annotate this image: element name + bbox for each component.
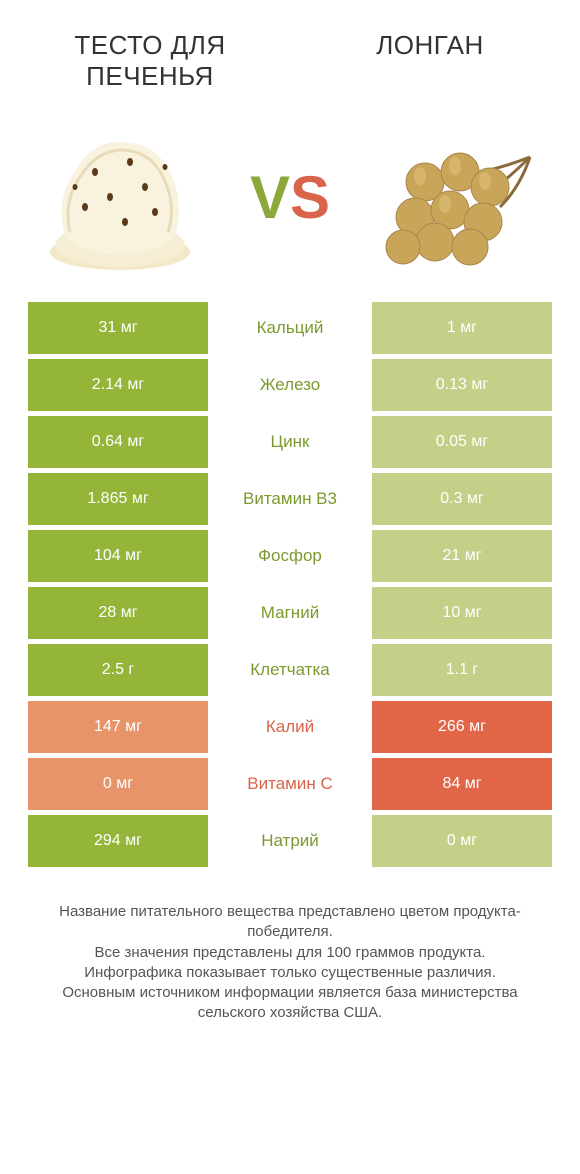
footer: Название питательного вещества представл…	[0, 872, 580, 1024]
title-right: ЛОНГАН	[330, 30, 530, 61]
table-row: 2.14 мгЖелезо0.13 мг	[28, 359, 552, 411]
icecream-icon	[35, 117, 205, 277]
cell-label: Цинк	[208, 416, 372, 468]
cell-label: Клетчатка	[208, 644, 372, 696]
cell-label: Кальций	[208, 302, 372, 354]
images-row: VS	[0, 102, 580, 302]
table-row: 0.64 мгЦинк0.05 мг	[28, 416, 552, 468]
cell-right: 0.13 мг	[372, 359, 552, 411]
image-left	[30, 112, 210, 282]
cell-left: 147 мг	[28, 701, 208, 753]
cell-right: 10 мг	[372, 587, 552, 639]
cell-right: 84 мг	[372, 758, 552, 810]
footer-line: Название питательного вещества представл…	[30, 902, 550, 943]
image-right	[370, 112, 550, 282]
table-row: 2.5 гКлетчатка1.1 г	[28, 644, 552, 696]
footer-line: Все значения представлены для 100 граммо…	[30, 943, 550, 963]
cell-label: Натрий	[208, 815, 372, 867]
cell-label: Фосфор	[208, 530, 372, 582]
cell-right: 0.3 мг	[372, 473, 552, 525]
cell-label: Магний	[208, 587, 372, 639]
table-row: 1.865 мгВитамин B30.3 мг	[28, 473, 552, 525]
table-row: 0 мгВитамин C84 мг	[28, 758, 552, 810]
table-row: 294 мгНатрий0 мг	[28, 815, 552, 867]
table-row: 28 мгМагний10 мг	[28, 587, 552, 639]
vs-s: S	[290, 164, 330, 231]
cell-left: 31 мг	[28, 302, 208, 354]
cell-left: 1.865 мг	[28, 473, 208, 525]
cell-left: 104 мг	[28, 530, 208, 582]
vs-v: V	[250, 164, 290, 231]
cell-right: 266 мг	[372, 701, 552, 753]
cell-left: 294 мг	[28, 815, 208, 867]
table-row: 31 мгКальций1 мг	[28, 302, 552, 354]
longan-icon	[375, 122, 545, 272]
comparison-table: 31 мгКальций1 мг2.14 мгЖелезо0.13 мг0.64…	[0, 302, 580, 867]
cell-label: Калий	[208, 701, 372, 753]
header: ТЕСТО ДЛЯ ПЕЧЕНЬЯ ЛОНГАН	[0, 0, 580, 102]
cell-left: 0.64 мг	[28, 416, 208, 468]
footer-line: Основным источником информации является …	[30, 983, 550, 1024]
cell-left: 2.5 г	[28, 644, 208, 696]
title-left: ТЕСТО ДЛЯ ПЕЧЕНЬЯ	[50, 30, 250, 92]
cell-left: 28 мг	[28, 587, 208, 639]
cell-right: 1.1 г	[372, 644, 552, 696]
cell-right: 21 мг	[372, 530, 552, 582]
vs-label: VS	[250, 163, 330, 232]
cell-left: 2.14 мг	[28, 359, 208, 411]
footer-line: Инфографика показывает только существенн…	[30, 963, 550, 983]
cell-label: Витамин C	[208, 758, 372, 810]
cell-label: Железо	[208, 359, 372, 411]
cell-label: Витамин B3	[208, 473, 372, 525]
cell-right: 0 мг	[372, 815, 552, 867]
cell-right: 0.05 мг	[372, 416, 552, 468]
cell-left: 0 мг	[28, 758, 208, 810]
cell-right: 1 мг	[372, 302, 552, 354]
table-row: 147 мгКалий266 мг	[28, 701, 552, 753]
table-row: 104 мгФосфор21 мг	[28, 530, 552, 582]
